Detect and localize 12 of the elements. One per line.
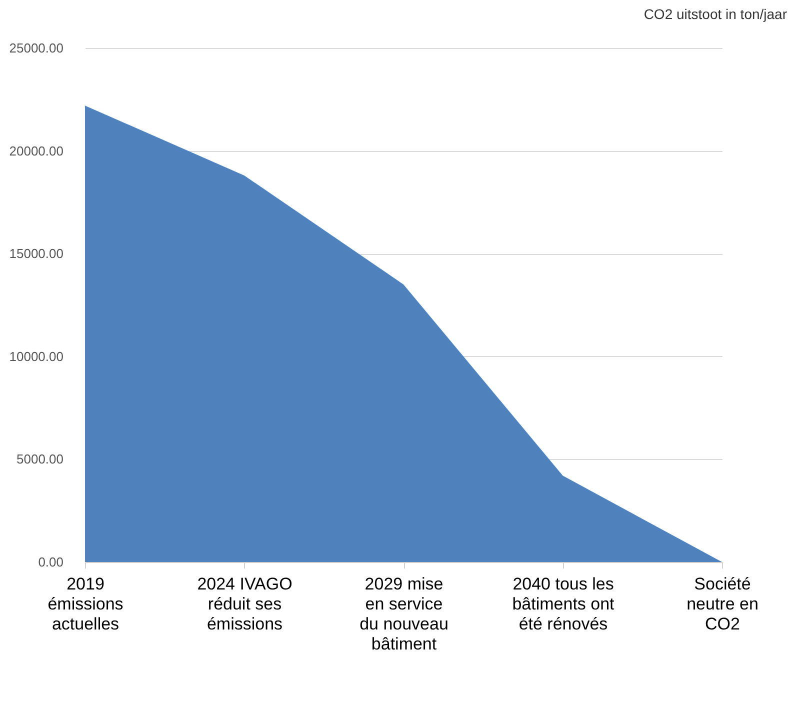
- x-tick-label: 2040 tous les bâtiments ont été rénovés: [512, 574, 615, 634]
- y-tick-label: 20000.00: [9, 143, 64, 158]
- y-tick-label: 15000.00: [9, 246, 64, 262]
- x-tick-label: 2019 émissions actuelles: [48, 574, 124, 634]
- y-tick-label: 5000.00: [16, 452, 64, 467]
- x-tick-label: 2024 IVAGO réduit ses émissions: [197, 574, 292, 634]
- y-tick-label: 0.00: [38, 554, 64, 570]
- chart-title: CO2 uitstoot in ton/jaar: [644, 6, 788, 22]
- y-tick-label: 25000.00: [9, 40, 64, 56]
- x-tick-label: Société neutre en CO2: [686, 574, 758, 634]
- y-tick-label: 10000.00: [9, 348, 64, 364]
- x-tick-label: 2029 mise en service du nouveau bâtiment: [360, 574, 448, 654]
